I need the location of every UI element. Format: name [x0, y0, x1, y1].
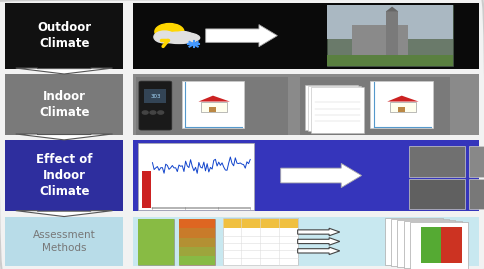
Bar	[398, 107, 405, 112]
Bar	[136, 77, 288, 134]
FancyArrow shape	[281, 163, 362, 188]
Bar	[311, 87, 364, 133]
Polygon shape	[386, 6, 398, 12]
Bar	[138, 219, 174, 265]
Bar	[421, 228, 441, 263]
Bar	[409, 179, 465, 209]
Bar	[209, 107, 216, 112]
Bar	[133, 217, 479, 266]
Polygon shape	[15, 211, 112, 217]
Text: 303: 303	[150, 94, 161, 99]
Polygon shape	[387, 95, 419, 101]
Circle shape	[155, 24, 184, 40]
Text: Effect of
Indoor
Climate: Effect of Indoor Climate	[36, 153, 92, 198]
Bar	[397, 220, 455, 267]
Circle shape	[175, 32, 193, 41]
Bar	[179, 228, 215, 238]
Bar	[179, 219, 215, 265]
Bar	[138, 247, 174, 256]
FancyArrow shape	[298, 247, 340, 254]
Bar	[138, 228, 174, 238]
FancyArrow shape	[298, 228, 340, 236]
Circle shape	[158, 111, 164, 114]
Polygon shape	[15, 68, 112, 74]
Bar	[5, 74, 123, 134]
Bar	[469, 146, 484, 176]
Bar	[138, 256, 174, 265]
Bar	[300, 77, 450, 134]
FancyArrow shape	[298, 238, 340, 245]
Bar	[133, 74, 479, 134]
Polygon shape	[198, 95, 230, 101]
FancyBboxPatch shape	[139, 81, 172, 130]
Bar	[179, 256, 215, 265]
Bar	[142, 171, 151, 208]
Circle shape	[154, 31, 175, 43]
Bar	[201, 101, 227, 112]
Bar	[5, 217, 123, 266]
Bar	[390, 101, 416, 112]
Bar	[223, 219, 298, 228]
Bar	[327, 55, 453, 66]
Bar	[469, 179, 484, 209]
Bar	[308, 86, 361, 131]
Polygon shape	[15, 134, 112, 140]
Bar	[138, 143, 254, 210]
Text: Outdoor
Climate: Outdoor Climate	[37, 21, 91, 50]
Bar	[404, 221, 462, 268]
Bar	[182, 80, 244, 128]
Bar	[138, 219, 174, 228]
Bar	[327, 5, 453, 39]
Bar	[144, 89, 166, 103]
Bar	[5, 3, 123, 69]
Bar	[386, 12, 398, 55]
Bar	[179, 238, 215, 247]
Bar	[327, 5, 453, 66]
Bar	[385, 218, 443, 265]
Bar	[305, 85, 358, 130]
FancyArrow shape	[206, 25, 277, 47]
Bar	[410, 222, 468, 269]
Bar	[421, 228, 462, 263]
Text: Assessment
Methods: Assessment Methods	[33, 230, 95, 253]
Bar	[133, 3, 479, 69]
Bar	[133, 140, 479, 211]
Bar	[409, 146, 465, 176]
Ellipse shape	[159, 32, 199, 44]
Bar	[352, 25, 408, 55]
Bar	[370, 80, 433, 128]
Circle shape	[142, 111, 148, 114]
Bar	[138, 238, 174, 247]
Circle shape	[150, 111, 156, 114]
Bar	[5, 140, 123, 211]
Bar	[179, 247, 215, 256]
Bar	[391, 219, 449, 266]
Bar	[223, 218, 298, 265]
Text: Indoor
Climate: Indoor Climate	[39, 90, 90, 119]
Bar	[179, 219, 215, 228]
